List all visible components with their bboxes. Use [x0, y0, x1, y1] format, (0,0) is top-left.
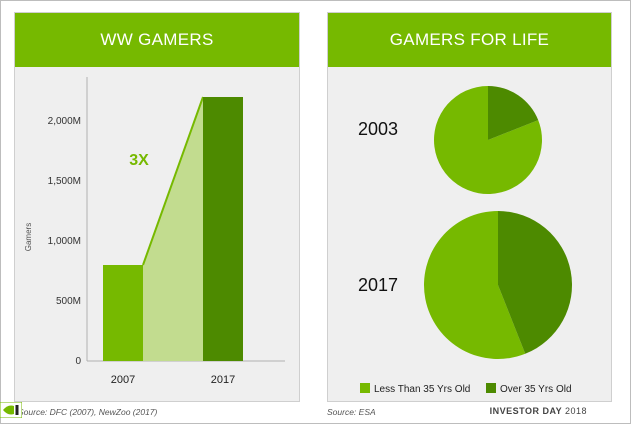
pie-slice-2017-0 [424, 211, 526, 359]
pie-label: 2003 [358, 119, 398, 139]
growth-line [142, 96, 204, 266]
x-tick-label: 2017 [211, 374, 235, 386]
bar-2007 [103, 265, 143, 361]
ww-gamers-title: WW GAMERS [15, 13, 299, 67]
y-axis-label: Gamers [24, 223, 33, 251]
growth-annotation: 3X [129, 152, 149, 169]
legend-swatch [486, 383, 496, 393]
footer-brand: INVESTOR DAY 2018 [490, 406, 587, 416]
legend-swatch [360, 383, 370, 393]
pie-slice-2017-1 [498, 211, 572, 354]
gamers-for-life-panel: GAMERS FOR LIFE 2003 2017 Less Than 35 Yrs… [327, 12, 612, 402]
right-source: Source: ESA [327, 407, 376, 417]
legend-label: Over 35 Yrs Old [500, 384, 572, 395]
footer-brand-name: INVESTOR DAY [489, 406, 562, 416]
nvidia-logo-icon [0, 402, 22, 418]
x-tick-label: 2007 [111, 374, 135, 386]
ww-gamers-chart: Gamers 0 500M 1,000M 1,500M 2,000M 2007 2017 3X [24, 77, 285, 386]
left-source: Source: DFC (2007), NewZoo (2017) [18, 407, 158, 417]
growth-area [143, 97, 203, 361]
y-tick-label: 1,000M [48, 236, 81, 247]
gamers-for-life-chart: 2003 2017 Less Than 35 Yrs Old Over 35 Yrs … [358, 86, 572, 395]
bar-2017 [203, 97, 243, 361]
y-tick-label: 2,000M [48, 116, 81, 127]
footer-brand-year: 2018 [564, 406, 587, 416]
y-tick-label: 500M [56, 296, 81, 307]
pie-label: 2017 [358, 275, 398, 295]
ww-gamers-panel: WW GAMERS Gamers 0 500M 1,000M 1,500M 2,000M… [14, 12, 300, 402]
y-tick-label: 0 [75, 356, 81, 367]
pie-slice-2003-1 [488, 86, 539, 140]
gamers-for-life-title: GAMERS FOR LIFE [328, 13, 611, 67]
legend-label: Less Than 35 Yrs Old [374, 384, 470, 395]
y-tick-label: 1,500M [48, 176, 81, 187]
